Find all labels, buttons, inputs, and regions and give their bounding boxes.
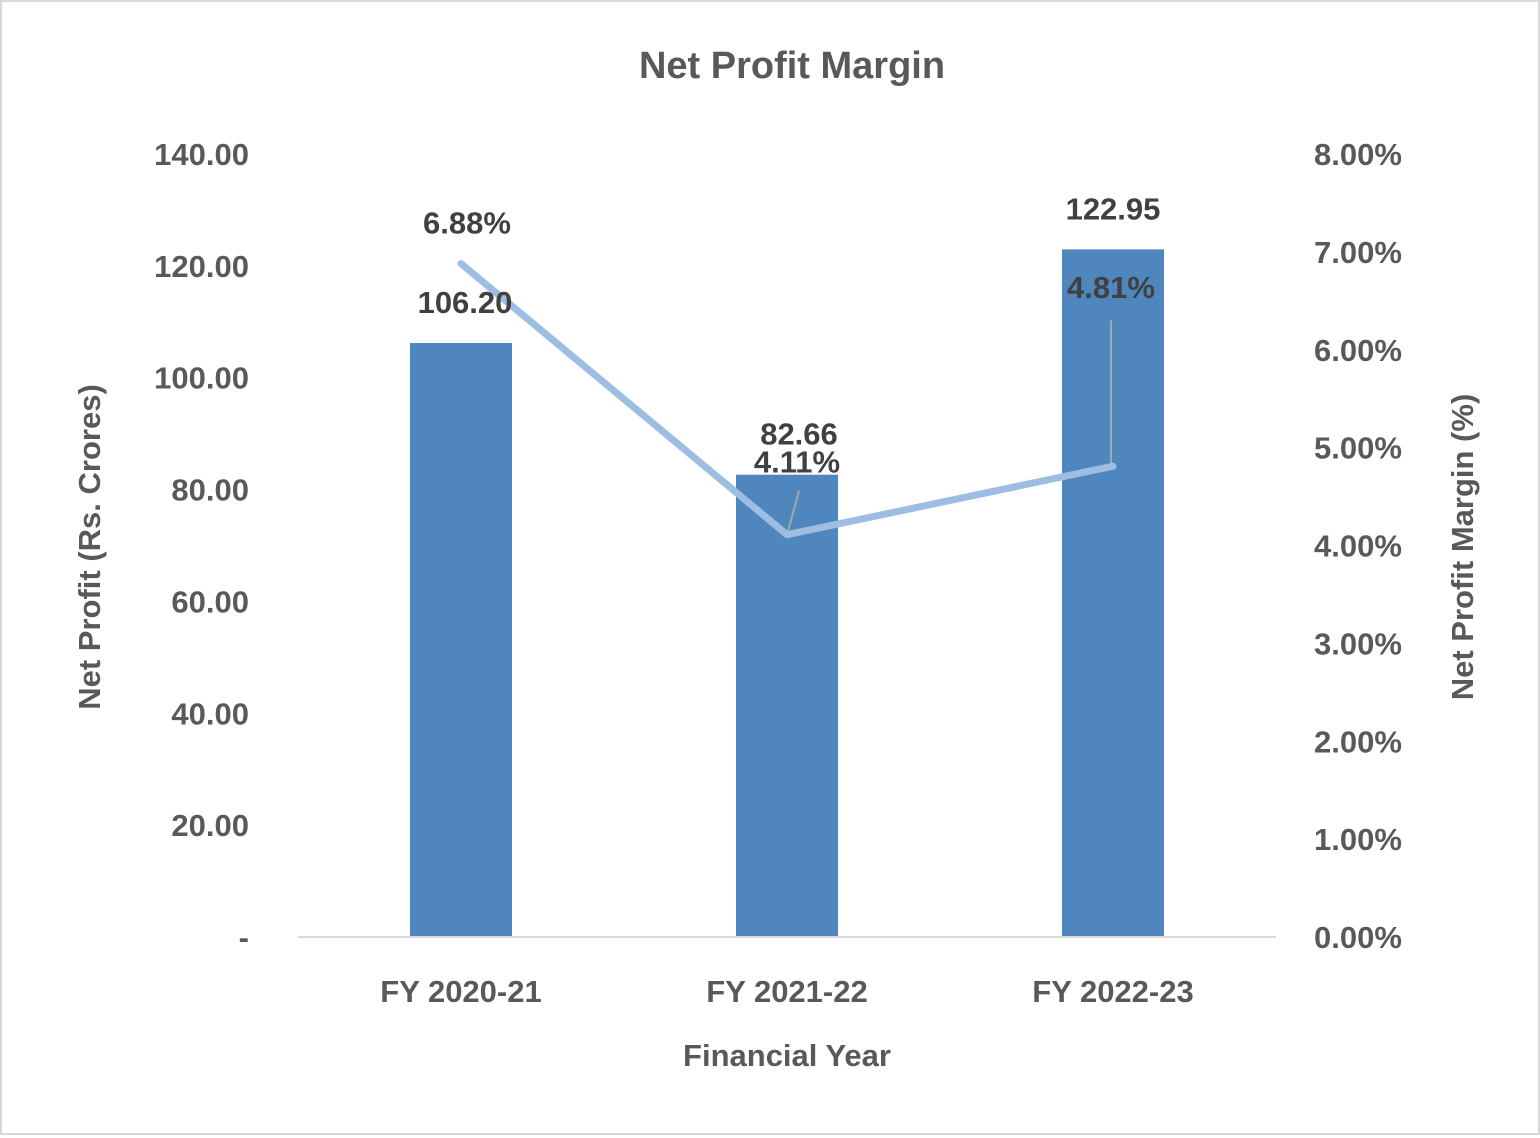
line-value-label: 4.11%: [754, 445, 840, 480]
line-value-label: 4.81%: [1067, 270, 1155, 305]
left-axis-ticks: - 20.00 40.00 60.00 80.00 100.00 120.00 140.00: [154, 137, 249, 955]
bar: [410, 343, 512, 937]
y-tick-label: 60.00: [171, 584, 249, 619]
x-axis-title: Financial Year: [683, 1038, 891, 1073]
y2-tick-label: 3.00%: [1314, 626, 1402, 661]
y2-tick-label: 7.00%: [1314, 235, 1402, 270]
data-labels: 106.20 82.66 122.95 6.88% 4.11% 4.81%: [418, 191, 1161, 479]
y-tick-label: 140.00: [154, 137, 249, 172]
bar-value-label: 122.95: [1066, 191, 1161, 226]
leader-lines: [786, 320, 1112, 535]
y2-axis-title: Net Profit Margin (%): [1445, 394, 1480, 701]
y-tick-label: 80.00: [171, 473, 249, 508]
y-tick-label: 20.00: [171, 808, 249, 843]
chart-title: Net Profit Margin: [639, 45, 945, 87]
bar: [736, 474, 838, 937]
y2-tick-label: 8.00%: [1314, 137, 1402, 172]
y2-tick-label: 4.00%: [1314, 529, 1402, 564]
bar-series: [410, 249, 1164, 937]
x-tick-label: FY 2022-23: [1032, 974, 1193, 1009]
line-value-label: 6.88%: [423, 206, 511, 241]
margin-line: [457, 260, 1117, 539]
x-tick-label: FY 2020-21: [380, 974, 541, 1009]
y2-tick-label: 0.00%: [1314, 920, 1402, 955]
bar-value-label: 82.66: [760, 417, 838, 452]
y2-tick-label: 2.00%: [1314, 724, 1402, 759]
y-tick-label: 100.00: [154, 361, 249, 396]
leader-line: [786, 490, 800, 535]
y-axis-title: Net Profit (Rs. Crores): [72, 384, 107, 710]
y-tick-label: -: [239, 920, 249, 955]
y-tick-label: 40.00: [171, 696, 249, 731]
right-axis-ticks: 0.00% 1.00% 2.00% 3.00% 4.00% 5.00% 6.00% 7.00%…: [1314, 137, 1402, 955]
x-tick-label: FY 2021-22: [706, 974, 867, 1009]
y2-tick-label: 6.00%: [1314, 333, 1402, 368]
bar: [1062, 249, 1164, 937]
y-tick-label: 120.00: [154, 249, 249, 284]
x-axis-ticks: FY 2020-21 FY 2021-22 FY 2022-23: [380, 974, 1193, 1009]
y2-tick-label: 5.00%: [1314, 431, 1402, 466]
bar-value-label: 106.20: [418, 285, 513, 320]
y2-tick-label: 1.00%: [1314, 822, 1402, 857]
